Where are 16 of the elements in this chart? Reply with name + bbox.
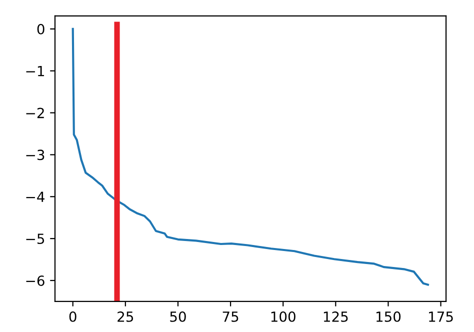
y-tick-label: −3: [26, 150, 44, 160]
y-tick-label: −2: [26, 108, 44, 118]
y-tick-label: 0: [37, 24, 44, 34]
y-tick-label: −4: [26, 192, 44, 202]
x-tick-label: 50: [170, 311, 186, 322]
x-tick-label: 25: [118, 311, 134, 322]
line-series: [72, 28, 429, 286]
x-tick-label: 150: [376, 311, 401, 322]
x-tick-label: 175: [429, 312, 453, 322]
x-tick-label: 0: [69, 311, 76, 322]
x-tick-label: 100: [271, 311, 296, 322]
y-tick-label: −6: [26, 275, 44, 286]
y-tick-label: −1: [26, 66, 44, 76]
x-tick-label: 125: [324, 311, 348, 322]
y-tick-label: −5: [26, 234, 44, 244]
x-tick-label: 75: [222, 312, 238, 322]
